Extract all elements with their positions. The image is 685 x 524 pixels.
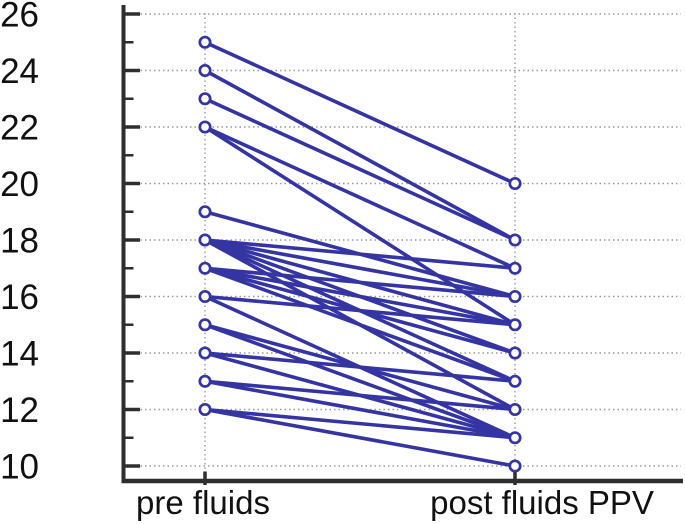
patient-line: [203, 351, 517, 384]
patient-line: [203, 294, 517, 327]
pre-marker: [198, 63, 212, 78]
pre-marker: [198, 289, 212, 304]
y-tick-label: 12: [0, 391, 39, 430]
x-category-label-post: post fluids PPV: [430, 484, 654, 521]
patient-line: [203, 96, 517, 242]
post-marker: [508, 459, 522, 473]
y-tick-label: 14: [0, 335, 39, 374]
post-marker: [508, 402, 522, 417]
pre-marker: [198, 205, 212, 219]
pre-marker: [198, 120, 212, 134]
patient-line: [203, 238, 517, 299]
patient-line: [203, 266, 517, 384]
post-marker: [508, 289, 522, 304]
pre-marker: [198, 402, 212, 417]
y-tick-label: 22: [0, 109, 39, 148]
patient-line: [203, 322, 517, 440]
y-tick-label: 26: [0, 0, 39, 35]
patient-line: [203, 238, 517, 271]
y-tick-label: 16: [0, 278, 39, 317]
patient-line: [203, 266, 517, 299]
post-marker: [508, 431, 522, 445]
patient-line: [203, 407, 517, 468]
patient-line: [203, 379, 517, 440]
pre-marker: [198, 233, 212, 247]
post-marker: [508, 261, 522, 275]
post-marker: [508, 176, 522, 191]
post-marker: [508, 374, 522, 388]
y-tick-label: 10: [0, 448, 39, 487]
patient-line: [203, 379, 517, 412]
y-tick-label: 20: [0, 165, 39, 204]
pre-marker: [198, 374, 212, 388]
pre-marker: [198, 346, 212, 360]
patient-line: [203, 125, 517, 271]
y-tick-label: 24: [0, 52, 39, 91]
y-tick-label: 18: [0, 222, 39, 261]
pre-marker: [198, 261, 212, 275]
patient-line: [203, 40, 517, 186]
x-category-label-pre: pre fluids: [136, 484, 270, 521]
post-marker: [508, 233, 522, 247]
patient-line: [203, 68, 517, 242]
pre-marker: [198, 318, 212, 332]
post-marker: [508, 346, 522, 360]
pre-marker: [198, 92, 212, 106]
post-marker: [508, 318, 522, 332]
patient-line: [203, 266, 517, 327]
patient-line: [203, 407, 517, 440]
pre-marker: [198, 35, 212, 49]
